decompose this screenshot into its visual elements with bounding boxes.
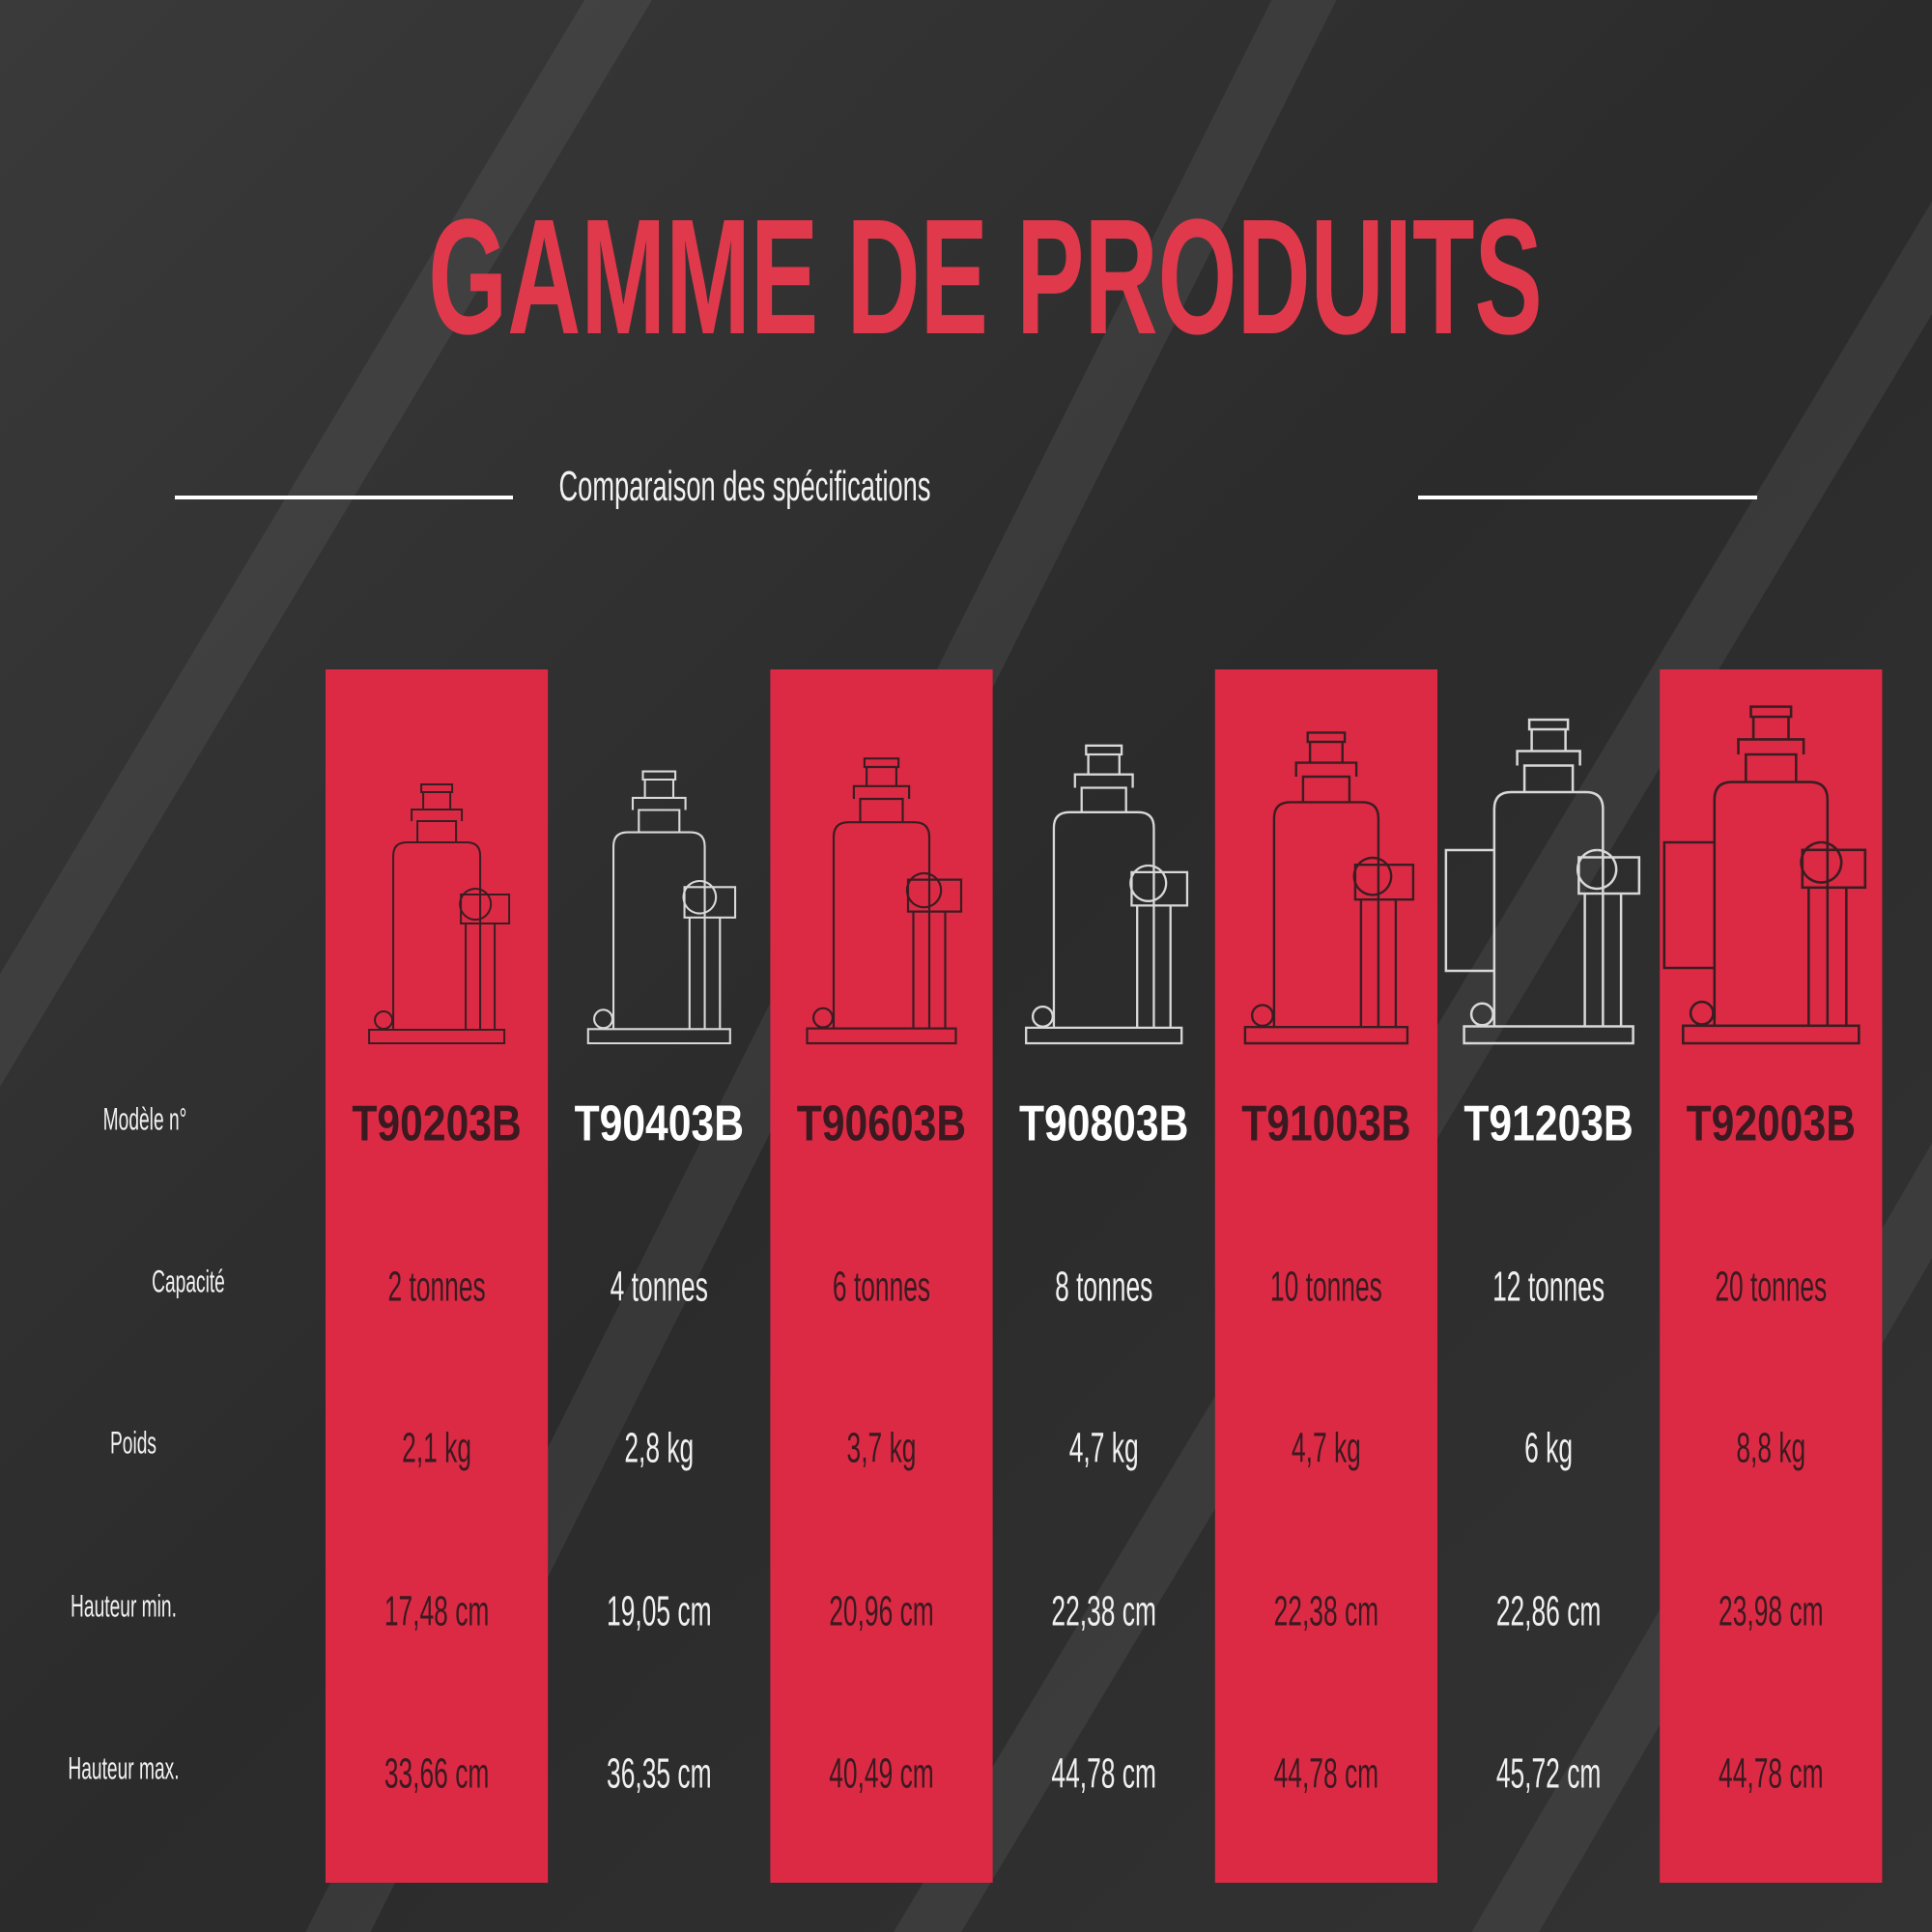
column-highlight: [770, 669, 993, 1883]
spec-value: 20 tonnes: [1715, 1263, 1827, 1311]
jack-pump: [682, 879, 737, 1030]
spec-value: 3,7 kg: [847, 1424, 917, 1472]
title: GAMME DE PRODUITS: [428, 185, 1542, 368]
jack-outline: [1243, 731, 1409, 1045]
spec-value: 19,05 cm: [607, 1587, 712, 1635]
spec-value: 4,7 kg: [1292, 1424, 1361, 1472]
jack-outline: [1682, 705, 1861, 1045]
jack-illustration: [806, 757, 963, 1045]
jack-illustration: [1444, 718, 1641, 1045]
model-number: T91003B: [1241, 1096, 1410, 1152]
model-number: T90203B: [352, 1096, 521, 1152]
jack-pump: [1129, 864, 1189, 1028]
product-column: T90603B 6 tonnes 3,7 kg 20,96 cm 40,49 cm: [770, 669, 993, 1883]
jack-outline: [1463, 718, 1634, 1045]
product-column: T90203B 2 tonnes 2,1 kg 17,48 cm 33,66 cm: [326, 669, 549, 1883]
spec-value: 4,7 kg: [1069, 1424, 1139, 1472]
spec-value: 22,86 cm: [1496, 1587, 1602, 1635]
spec-value: 40,49 cm: [829, 1749, 934, 1798]
row-label: Poids: [110, 1425, 156, 1460]
jack-bolt: [1031, 1005, 1054, 1028]
spec-value: 6 kg: [1524, 1424, 1573, 1472]
jack-outline: [1025, 744, 1183, 1045]
spec-value: 22,38 cm: [1274, 1587, 1379, 1635]
spec-value: 4 tonnes: [611, 1263, 708, 1311]
product-column: T92003B 20 tonnes 8,8 kg 23,98 cm 44,78 cm: [1660, 669, 1883, 1883]
jack-pump: [1352, 856, 1415, 1028]
spec-value: 6 tonnes: [833, 1263, 930, 1311]
jack-pump: [459, 888, 511, 1030]
product-column: T91203B 12 tonnes 6 kg 22,86 cm 45,72 cm: [1444, 718, 1641, 1798]
row-label: Hauteur min.: [71, 1588, 177, 1623]
model-number: T90403B: [575, 1096, 744, 1152]
spec-value: 2 tonnes: [387, 1263, 485, 1311]
jack-bolt: [374, 1010, 394, 1030]
jack-bolt: [1250, 1004, 1274, 1028]
jack-pump: [905, 871, 963, 1029]
jack-outline: [368, 783, 506, 1044]
jack-illustration: [586, 770, 737, 1045]
column-highlight: [1214, 669, 1437, 1883]
spec-value: 20,96 cm: [829, 1587, 934, 1635]
product-column: T90403B 4 tonnes 2,8 kg 19,05 cm 36,35 cm: [575, 770, 744, 1798]
spec-value: 2,1 kg: [402, 1424, 471, 1472]
spec-value: 23,98 cm: [1719, 1587, 1824, 1635]
spec-value: 33,66 cm: [384, 1749, 490, 1798]
product-column: T90803B 8 tonnes 4,7 kg 22,38 cm 44,78 cm: [1019, 744, 1189, 1798]
spec-value: 2,8 kg: [624, 1424, 694, 1472]
column-highlight: [326, 669, 549, 1883]
row-label: Hauteur max.: [68, 1750, 179, 1785]
jack-bolt: [1689, 1000, 1715, 1026]
model-number: T91203B: [1463, 1096, 1633, 1152]
spec-value: 12 tonnes: [1492, 1263, 1605, 1311]
jack-illustration: [1662, 705, 1867, 1045]
product-column: T91003B 10 tonnes 4,7 kg 22,38 cm 44,78 cm: [1214, 669, 1437, 1883]
jack-bolt: [1469, 1002, 1494, 1027]
spec-value: 22,38 cm: [1051, 1587, 1156, 1635]
spec-value: 45,72 cm: [1496, 1749, 1602, 1798]
spec-value: 44,78 cm: [1719, 1749, 1824, 1798]
spec-value: 8,8 kg: [1736, 1424, 1805, 1472]
spec-value: 10 tonnes: [1270, 1263, 1382, 1311]
jack-handle: [1662, 840, 1715, 970]
jack-pump: [1576, 848, 1641, 1027]
jack-outline: [806, 757, 957, 1045]
jack-illustration: [368, 783, 511, 1044]
jack-illustration: [1243, 731, 1415, 1045]
column-highlight: [1660, 669, 1883, 1883]
row-label: Capacité: [152, 1264, 225, 1298]
jack-pump: [1800, 840, 1867, 1026]
subtitle: Comparaison des spécifications: [558, 462, 930, 509]
row-label: Modèle n°: [103, 1101, 187, 1136]
spec-value: 8 tonnes: [1055, 1263, 1152, 1311]
spec-value: 36,35 cm: [607, 1749, 712, 1798]
model-number: T90603B: [797, 1096, 966, 1152]
jack-bolt: [593, 1009, 614, 1030]
jack-handle: [1444, 848, 1494, 973]
spec-value: 17,48 cm: [384, 1587, 490, 1635]
model-number: T90803B: [1019, 1096, 1188, 1152]
jack-outline: [586, 770, 731, 1045]
jack-illustration: [1025, 744, 1189, 1045]
spec-value: 44,78 cm: [1051, 1749, 1156, 1798]
model-number: T92003B: [1687, 1096, 1856, 1152]
jack-bolt: [811, 1007, 834, 1029]
spec-value: 44,78 cm: [1274, 1749, 1379, 1798]
